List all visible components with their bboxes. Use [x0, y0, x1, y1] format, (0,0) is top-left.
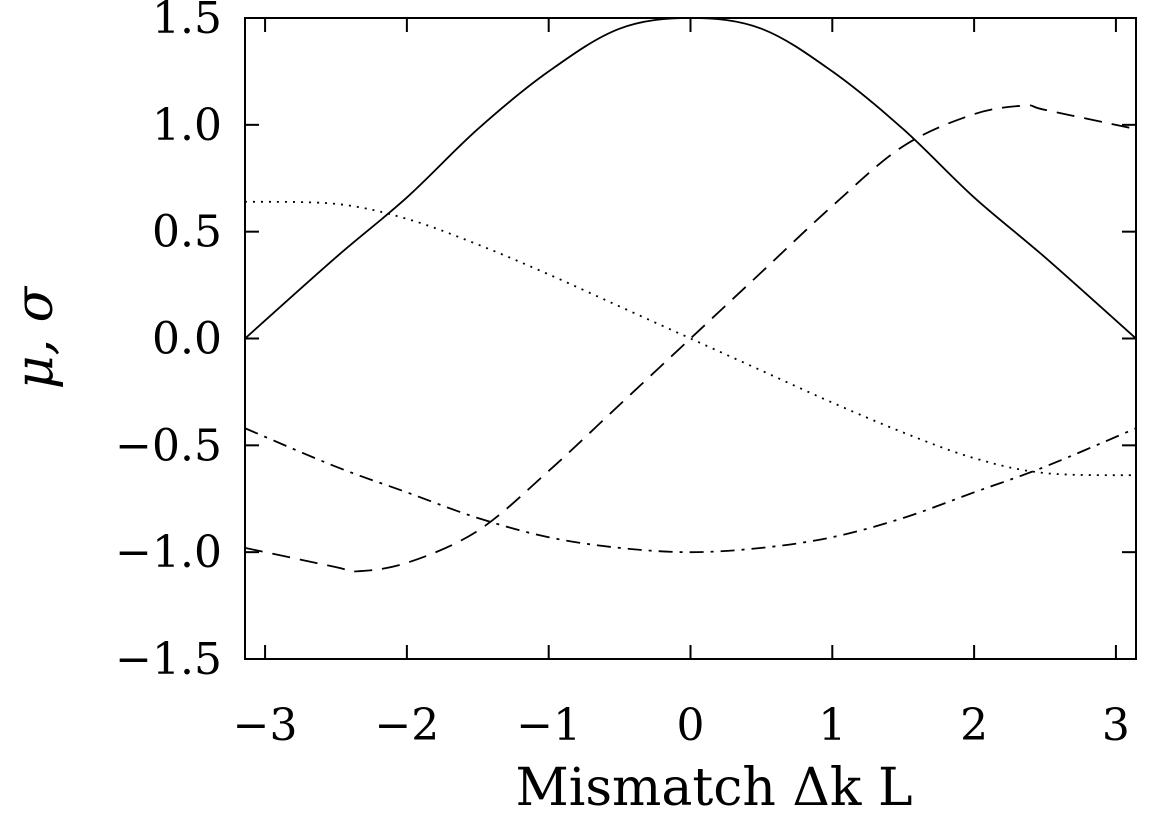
- x-tick-label: 0: [677, 700, 705, 751]
- y-tick-label: 0.5: [152, 207, 222, 258]
- series-line-dotted: [244, 200, 1137, 477]
- series-line-dashdot: [244, 427, 1137, 554]
- x-tick-label: 2: [960, 700, 988, 751]
- x-axis-title: Mismatch Δk L: [515, 758, 912, 816]
- plot-frame: [244, 17, 1137, 660]
- y-tick-labels: 1.5 1.0 0.5 0.0 −0.5 −1.0 −1.5: [115, 0, 222, 685]
- x-tick-label: −1: [516, 700, 581, 751]
- y-tick-label: −1.0: [115, 527, 222, 578]
- axis-ticks: [245, 17, 1136, 660]
- series-line-solid: [244, 17, 1137, 340]
- series-group: [244, 17, 1137, 573]
- x-tick-label: −2: [374, 700, 439, 751]
- y-axis-title: μ, σ: [5, 285, 65, 389]
- y-tick-label: 0.0: [152, 314, 222, 365]
- y-tick-label: 1.5: [152, 0, 222, 44]
- series-line-dashed: [244, 104, 1137, 573]
- x-tick-label: −3: [233, 700, 298, 751]
- x-tick-label: 1: [818, 700, 846, 751]
- y-tick-label: −1.5: [115, 634, 222, 685]
- x-tick-label: 3: [1102, 700, 1130, 751]
- y-tick-label: 1.0: [152, 100, 222, 151]
- y-tick-label: −0.5: [115, 420, 222, 471]
- x-tick-labels: −3 −2 −1 0 1 2 3: [233, 700, 1130, 751]
